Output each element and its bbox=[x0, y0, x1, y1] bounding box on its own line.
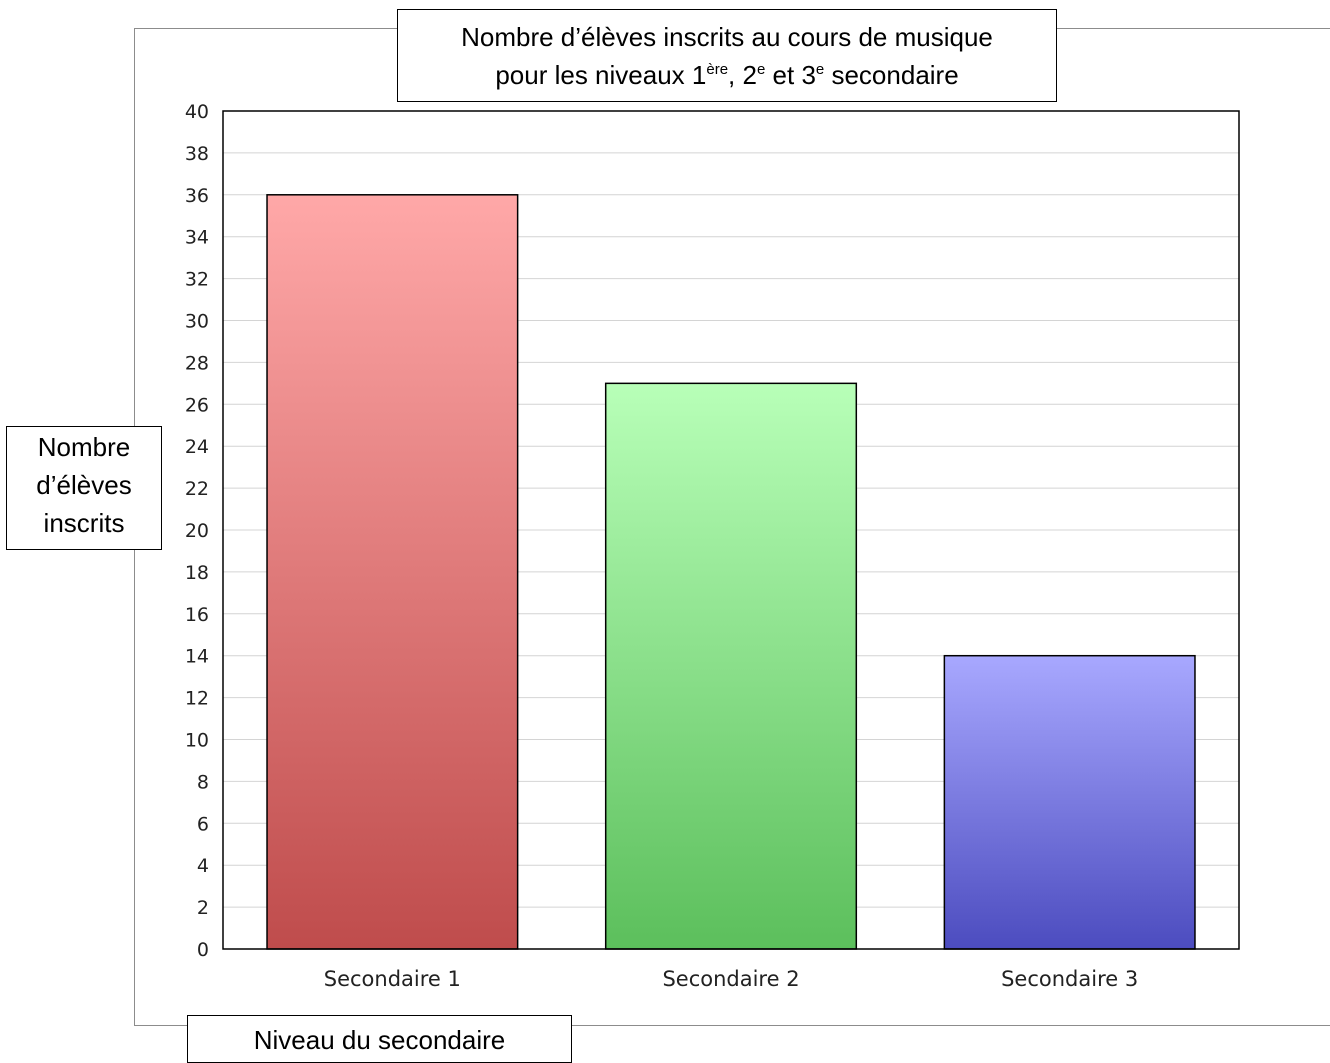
y-tick-label: 4 bbox=[197, 855, 209, 877]
y-tick-label: 26 bbox=[185, 394, 209, 416]
x-tick-label: Secondaire 3 bbox=[1001, 967, 1138, 991]
bar-3 bbox=[943, 654, 1196, 950]
y-tick-label: 2 bbox=[197, 897, 209, 919]
y-tick-label: 10 bbox=[185, 730, 209, 752]
x-tick-labels: Secondaire 1 Secondaire 2 Secondaire 3 bbox=[324, 967, 1138, 991]
y-tick-label: 40 bbox=[185, 101, 209, 123]
y-tick-label: 28 bbox=[185, 352, 209, 374]
y-axis-label-line-1: Nombre bbox=[37, 432, 131, 462]
title-line-2: pour les niveaux 1ère, 2e et 3e secondai… bbox=[495, 60, 959, 90]
y-tick-label: 14 bbox=[185, 646, 209, 668]
y-tick-label: 6 bbox=[197, 813, 209, 835]
y-tick-label: 8 bbox=[197, 771, 209, 793]
y-tick-label: 0 bbox=[197, 939, 209, 961]
y-tick-label: 32 bbox=[185, 269, 209, 291]
x-tick-label: Secondaire 1 bbox=[324, 967, 461, 991]
y-tick-label: 38 bbox=[185, 143, 209, 165]
x-tick-label: Secondaire 2 bbox=[662, 967, 799, 991]
chart-title: Nombre d’élèves inscrits au cours de mus… bbox=[397, 9, 1057, 102]
y-tick-label: 24 bbox=[185, 436, 209, 458]
y-tick-label: 16 bbox=[185, 604, 209, 626]
bars bbox=[266, 194, 1196, 950]
plot-area-border bbox=[222, 110, 1240, 950]
y-axis-label-line-2: d’élèves bbox=[36, 470, 132, 500]
y-tick-label: 30 bbox=[185, 311, 209, 333]
bar-1 bbox=[266, 194, 519, 950]
y-tick-label: 18 bbox=[185, 562, 209, 584]
y-tick-label: 20 bbox=[185, 520, 209, 542]
y-tick-label: 34 bbox=[185, 227, 209, 249]
y-tick-label: 36 bbox=[185, 185, 209, 207]
x-axis-label: Niveau du secondaire bbox=[187, 1015, 572, 1063]
y-axis-label: Nombre d’élèves inscrits bbox=[6, 426, 162, 550]
title-line-1: Nombre d’élèves inscrits au cours de mus… bbox=[461, 22, 993, 52]
y-axis-label-line-3: inscrits bbox=[43, 508, 125, 538]
y-tick-label: 22 bbox=[185, 478, 209, 500]
y-tick-label: 12 bbox=[185, 688, 209, 710]
bar-2 bbox=[604, 382, 858, 950]
